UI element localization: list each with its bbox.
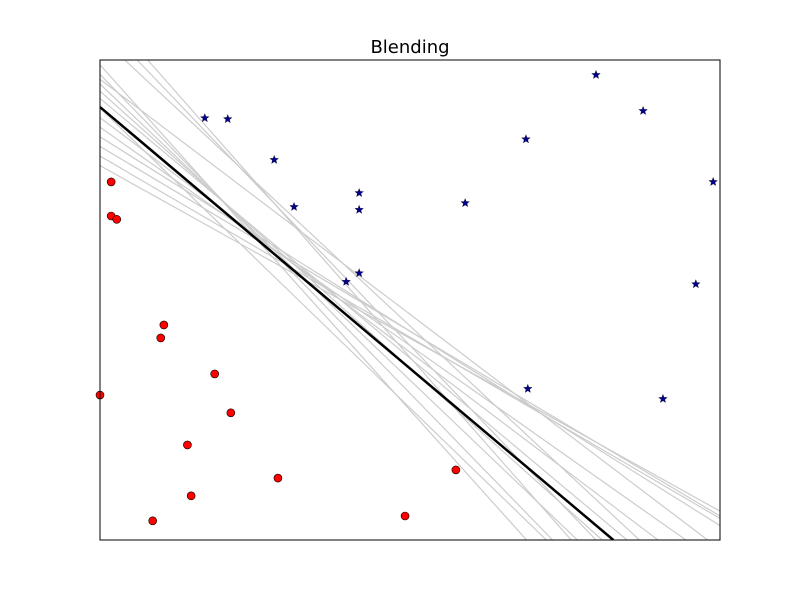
point-circle-10 xyxy=(186,491,196,501)
point-star-15 xyxy=(658,393,668,403)
point-star-6 xyxy=(460,198,470,208)
faint-line-0 xyxy=(100,64,528,540)
point-star-0 xyxy=(200,113,210,123)
faint-line-4 xyxy=(100,97,628,540)
point-circle-4 xyxy=(156,333,166,343)
point-star-14 xyxy=(523,383,533,393)
faint-line-5 xyxy=(100,117,659,540)
boundary-line xyxy=(100,106,615,540)
point-star-3 xyxy=(289,201,299,211)
faint-line-2 xyxy=(100,83,578,540)
chart-title: Blending xyxy=(370,37,449,58)
faint-line-1 xyxy=(100,73,554,540)
point-star-4 xyxy=(354,188,364,197)
plot-frame xyxy=(99,59,721,541)
point-circle-12 xyxy=(400,511,410,521)
point-circle-5 xyxy=(210,369,219,379)
point-star-2 xyxy=(269,154,279,164)
faint-line-13 xyxy=(124,60,640,540)
faint-line-14 xyxy=(100,78,708,540)
point-circle-3 xyxy=(159,320,169,330)
point-star-7 xyxy=(521,134,531,144)
point-star-9 xyxy=(638,105,648,115)
point-circle-13 xyxy=(451,465,461,475)
faint-line-3 xyxy=(100,90,603,540)
point-star-10 xyxy=(708,176,718,186)
faint-line-11 xyxy=(147,60,572,540)
point-circle-9 xyxy=(273,473,283,483)
faint-line-15 xyxy=(100,107,547,540)
boundary-line-group xyxy=(100,106,615,540)
point-circle-8 xyxy=(183,440,192,450)
point-star-1 xyxy=(223,114,233,124)
point-star-8 xyxy=(591,69,601,79)
plot-area xyxy=(100,60,720,540)
point-circle-2 xyxy=(112,215,122,224)
point-star-12 xyxy=(354,268,364,278)
point-circle-7 xyxy=(226,408,236,418)
faint-line-6 xyxy=(100,126,687,540)
faint-line-10 xyxy=(100,165,720,512)
point-circle-11 xyxy=(148,516,157,526)
point-star-13 xyxy=(341,276,351,286)
point-circle-0 xyxy=(106,177,116,187)
point-star-11 xyxy=(691,279,701,289)
point-star-5 xyxy=(354,204,364,214)
faint-line-9 xyxy=(100,155,720,519)
